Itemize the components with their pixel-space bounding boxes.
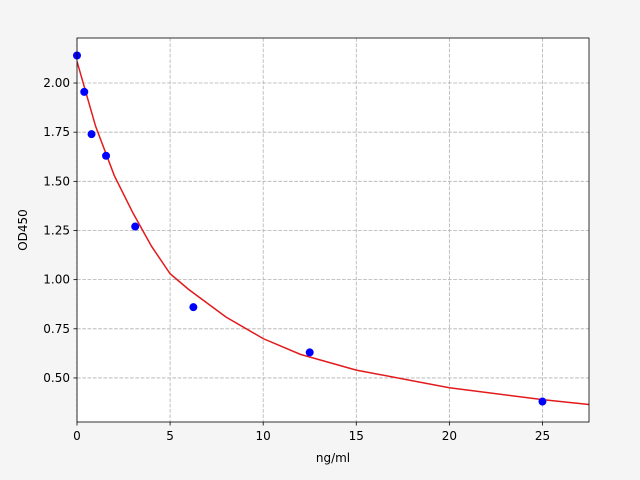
x-tick-label: 25 bbox=[535, 429, 550, 443]
data-point bbox=[538, 397, 547, 406]
data-point bbox=[80, 87, 89, 96]
y-tick-label: 1.25 bbox=[43, 223, 70, 237]
plot-frame bbox=[76, 37, 590, 423]
y-tick-label: 0.50 bbox=[43, 371, 70, 385]
data-point bbox=[87, 130, 96, 139]
x-tick-label: 20 bbox=[442, 429, 457, 443]
data-point bbox=[131, 222, 140, 231]
data-point bbox=[305, 348, 314, 357]
plot-area bbox=[77, 38, 589, 422]
data-point bbox=[102, 151, 111, 160]
y-tick-label: 1.00 bbox=[43, 273, 70, 287]
x-tick-label: 0 bbox=[73, 429, 81, 443]
data-point bbox=[189, 303, 198, 312]
x-tick-label: 5 bbox=[166, 429, 174, 443]
x-axis-label: ng/ml bbox=[316, 451, 350, 465]
x-tick-label: 15 bbox=[349, 429, 364, 443]
fit-curve bbox=[77, 61, 589, 406]
y-tick-label: 0.75 bbox=[43, 322, 70, 336]
x-tick-label: 10 bbox=[256, 429, 271, 443]
y-tick-label: 1.50 bbox=[43, 174, 70, 188]
y-tick-label: 1.75 bbox=[43, 125, 70, 139]
y-tick-label: 2.00 bbox=[43, 76, 70, 90]
y-axis-label: OD450 bbox=[16, 209, 30, 251]
